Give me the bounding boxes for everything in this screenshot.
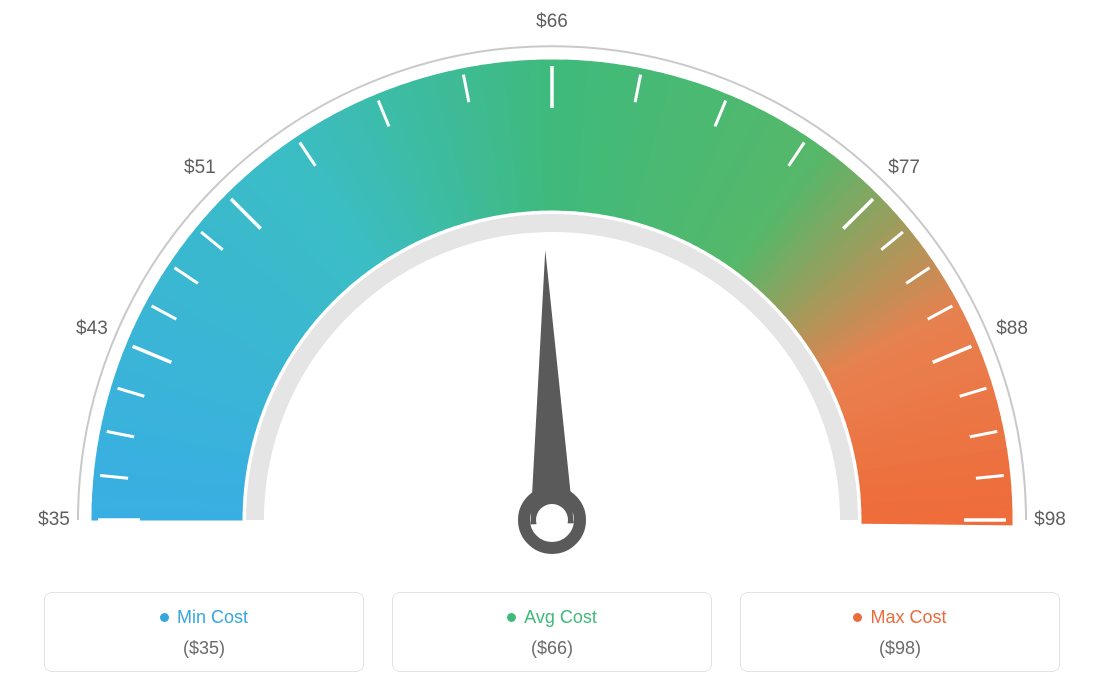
gauge-tick-label: $51 xyxy=(184,157,216,179)
gauge-tick-label: $43 xyxy=(76,318,108,340)
legend-card: Avg Cost ($66) xyxy=(392,592,712,672)
legend-row: Min Cost ($35) Avg Cost ($66) Max Cost ($98) xyxy=(44,592,1060,672)
gauge-tick-label: $77 xyxy=(888,157,920,179)
gauge-tick-label: $98 xyxy=(1034,509,1066,531)
legend-dot-icon xyxy=(507,613,516,622)
legend-dot-icon xyxy=(853,613,862,622)
legend-dot-icon xyxy=(160,613,169,622)
legend-card: Min Cost ($35) xyxy=(44,592,364,672)
legend-label: Max Cost xyxy=(870,607,946,628)
gauge-tick-label: $88 xyxy=(996,318,1028,340)
legend-label: Min Cost xyxy=(177,607,248,628)
legend-card: Max Cost ($98) xyxy=(740,592,1060,672)
legend-label: Avg Cost xyxy=(524,607,597,628)
legend-value: ($35) xyxy=(55,638,353,659)
gauge-tick-label: $66 xyxy=(536,11,568,33)
gauge-needle xyxy=(530,250,573,524)
legend-value: ($66) xyxy=(403,638,701,659)
cost-gauge: $35 $43 $51 $66 $77 $88 $98 xyxy=(0,0,1104,560)
legend-value: ($98) xyxy=(751,638,1049,659)
gauge-tick-label: $35 xyxy=(38,509,70,531)
gauge-svg xyxy=(0,0,1104,560)
